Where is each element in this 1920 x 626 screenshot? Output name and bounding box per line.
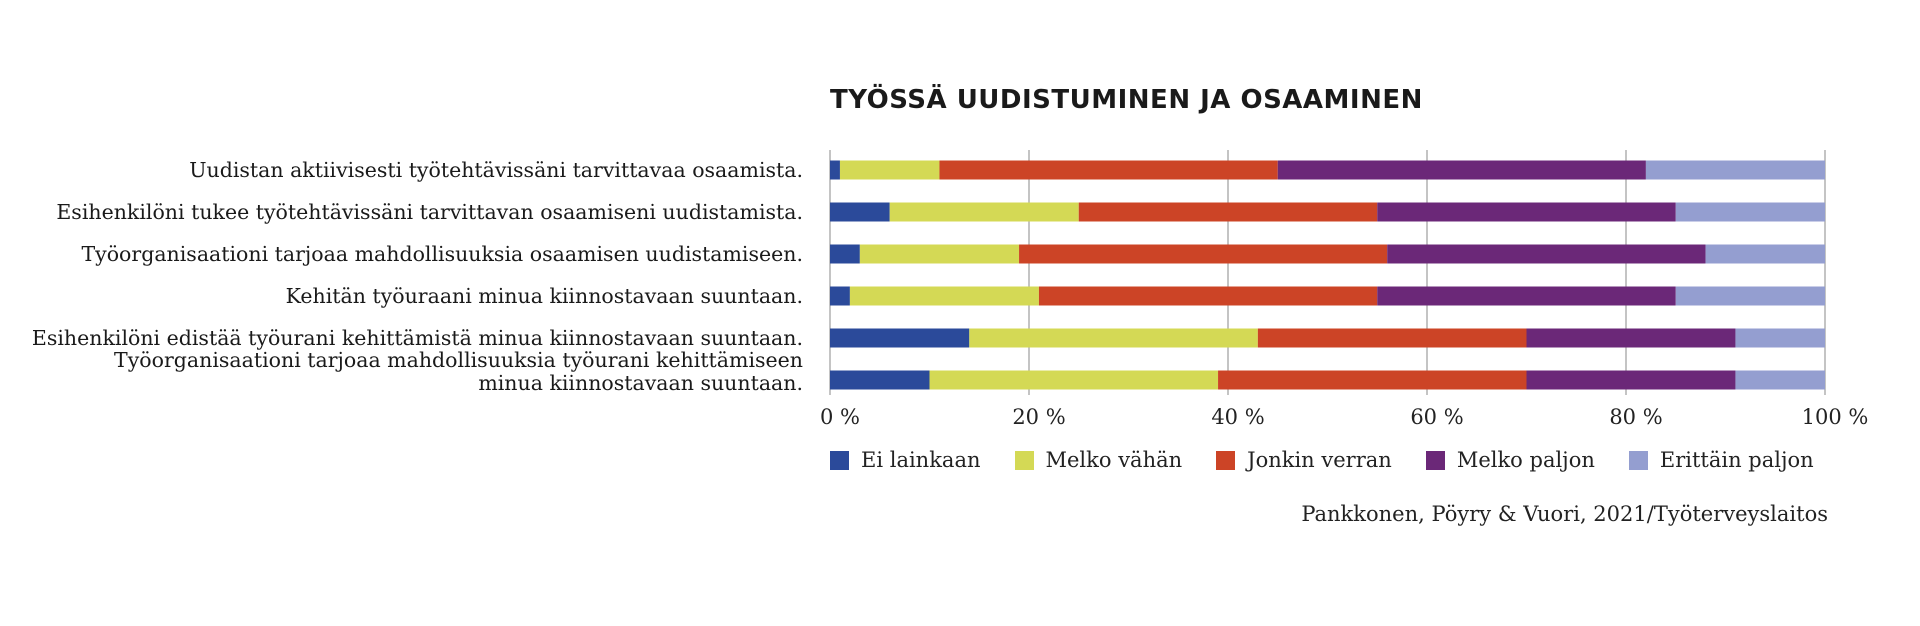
legend-label: Jonkin verran [1247, 448, 1392, 472]
legend-swatch [1216, 450, 1236, 470]
legend-label: Erittäin paljon [1659, 448, 1814, 472]
bar-segment [859, 244, 1020, 264]
legend-swatch [830, 450, 849, 470]
x-tick-label: 0 % [820, 405, 860, 429]
x-tick-label: 100 % [1801, 405, 1869, 429]
category-label: Esihenkilöni edistää työurani kehittämis… [31, 325, 803, 350]
bar-segment [830, 328, 970, 348]
source-note: Pankkonen, Pöyry & Vuori, 2021/Työtervey… [1301, 502, 1828, 526]
category-label: Kehitän työuraani minua kiinnostavaan su… [285, 283, 803, 308]
category-label: Uudistan aktiivisesti työtehtävissäni ta… [189, 157, 803, 182]
category-label-line: Työorganisaationi tarjoaa mahdollisuuksi… [81, 241, 803, 266]
bar-segment [830, 160, 840, 180]
bar-segment [830, 202, 890, 222]
legend-label: Melko vähän [1045, 448, 1183, 472]
legend-item: Erittäin paljon [1628, 448, 1814, 472]
legend-label: Ei lainkaan [861, 448, 981, 472]
bar-segment [969, 328, 1258, 348]
bar-segment [1675, 286, 1825, 306]
bar-segment [1735, 328, 1825, 348]
category-label-line: Esihenkilöni tukee työtehtävissäni tarvi… [56, 199, 803, 224]
legend-item: Ei lainkaan [830, 448, 981, 472]
bar-segment [839, 160, 940, 180]
bar-segment [1705, 244, 1825, 264]
legend-item: Jonkin verran [1216, 448, 1392, 472]
bar-segment [889, 202, 1079, 222]
x-tick-label: 60 % [1410, 405, 1464, 429]
bar-segment [1526, 370, 1736, 390]
bar-segment [1257, 328, 1527, 348]
bar-segment [1675, 202, 1825, 222]
bar-segment [1277, 160, 1646, 180]
bar-segment [1078, 202, 1378, 222]
bar-segment [1526, 328, 1736, 348]
category-label: Työorganisaationi tarjoaa mahdollisuuksi… [114, 349, 803, 395]
category-label-line: minua kiinnostavaan suuntaan. [478, 371, 803, 395]
bar-segment [1019, 244, 1388, 264]
category-label-line: Esihenkilöni edistää työurani kehittämis… [31, 325, 803, 350]
bar-segment [1387, 244, 1706, 264]
bar-segment [1735, 370, 1825, 390]
category-label-line: Uudistan aktiivisesti työtehtävissäni ta… [189, 157, 803, 182]
legend-swatch [1014, 450, 1034, 470]
bar-segment [830, 370, 930, 390]
category-label-line: Kehitän työuraani minua kiinnostavaan su… [285, 283, 803, 308]
legend-item: Melko paljon [1425, 448, 1595, 472]
x-tick-label: 40 % [1211, 405, 1265, 429]
category-label-line: Työorganisaationi tarjoaa mahdollisuuksi… [114, 348, 803, 372]
bar-segment [830, 286, 850, 306]
bar-segment [1377, 202, 1676, 222]
category-label: Esihenkilöni tukee työtehtävissäni tarvi… [56, 199, 803, 224]
x-tick-label: 80 % [1609, 405, 1663, 429]
legend-swatch [1628, 450, 1648, 470]
x-tick-label: 20 % [1012, 405, 1066, 429]
legend-item: Melko vähän [1014, 448, 1183, 472]
legend: Ei lainkaan Melko vähän Jonkin verran Melko… [830, 448, 1848, 472]
chart-title: TYÖSSÄ UUDISTUMINEN JA OSAAMINEN [830, 85, 1423, 115]
bar-segment [1038, 286, 1378, 306]
category-label: Työorganisaationi tarjoaa mahdollisuuksi… [81, 241, 803, 266]
bar-segment [1645, 160, 1825, 180]
bar-segment [849, 286, 1039, 306]
bar-segment [939, 160, 1278, 180]
bar-segment [929, 370, 1219, 390]
bar-segment [830, 244, 860, 264]
bar-segment [1218, 370, 1527, 390]
legend-swatch [1425, 450, 1445, 470]
legend-label: Melko paljon [1456, 448, 1595, 472]
bar-segment [1377, 286, 1676, 306]
